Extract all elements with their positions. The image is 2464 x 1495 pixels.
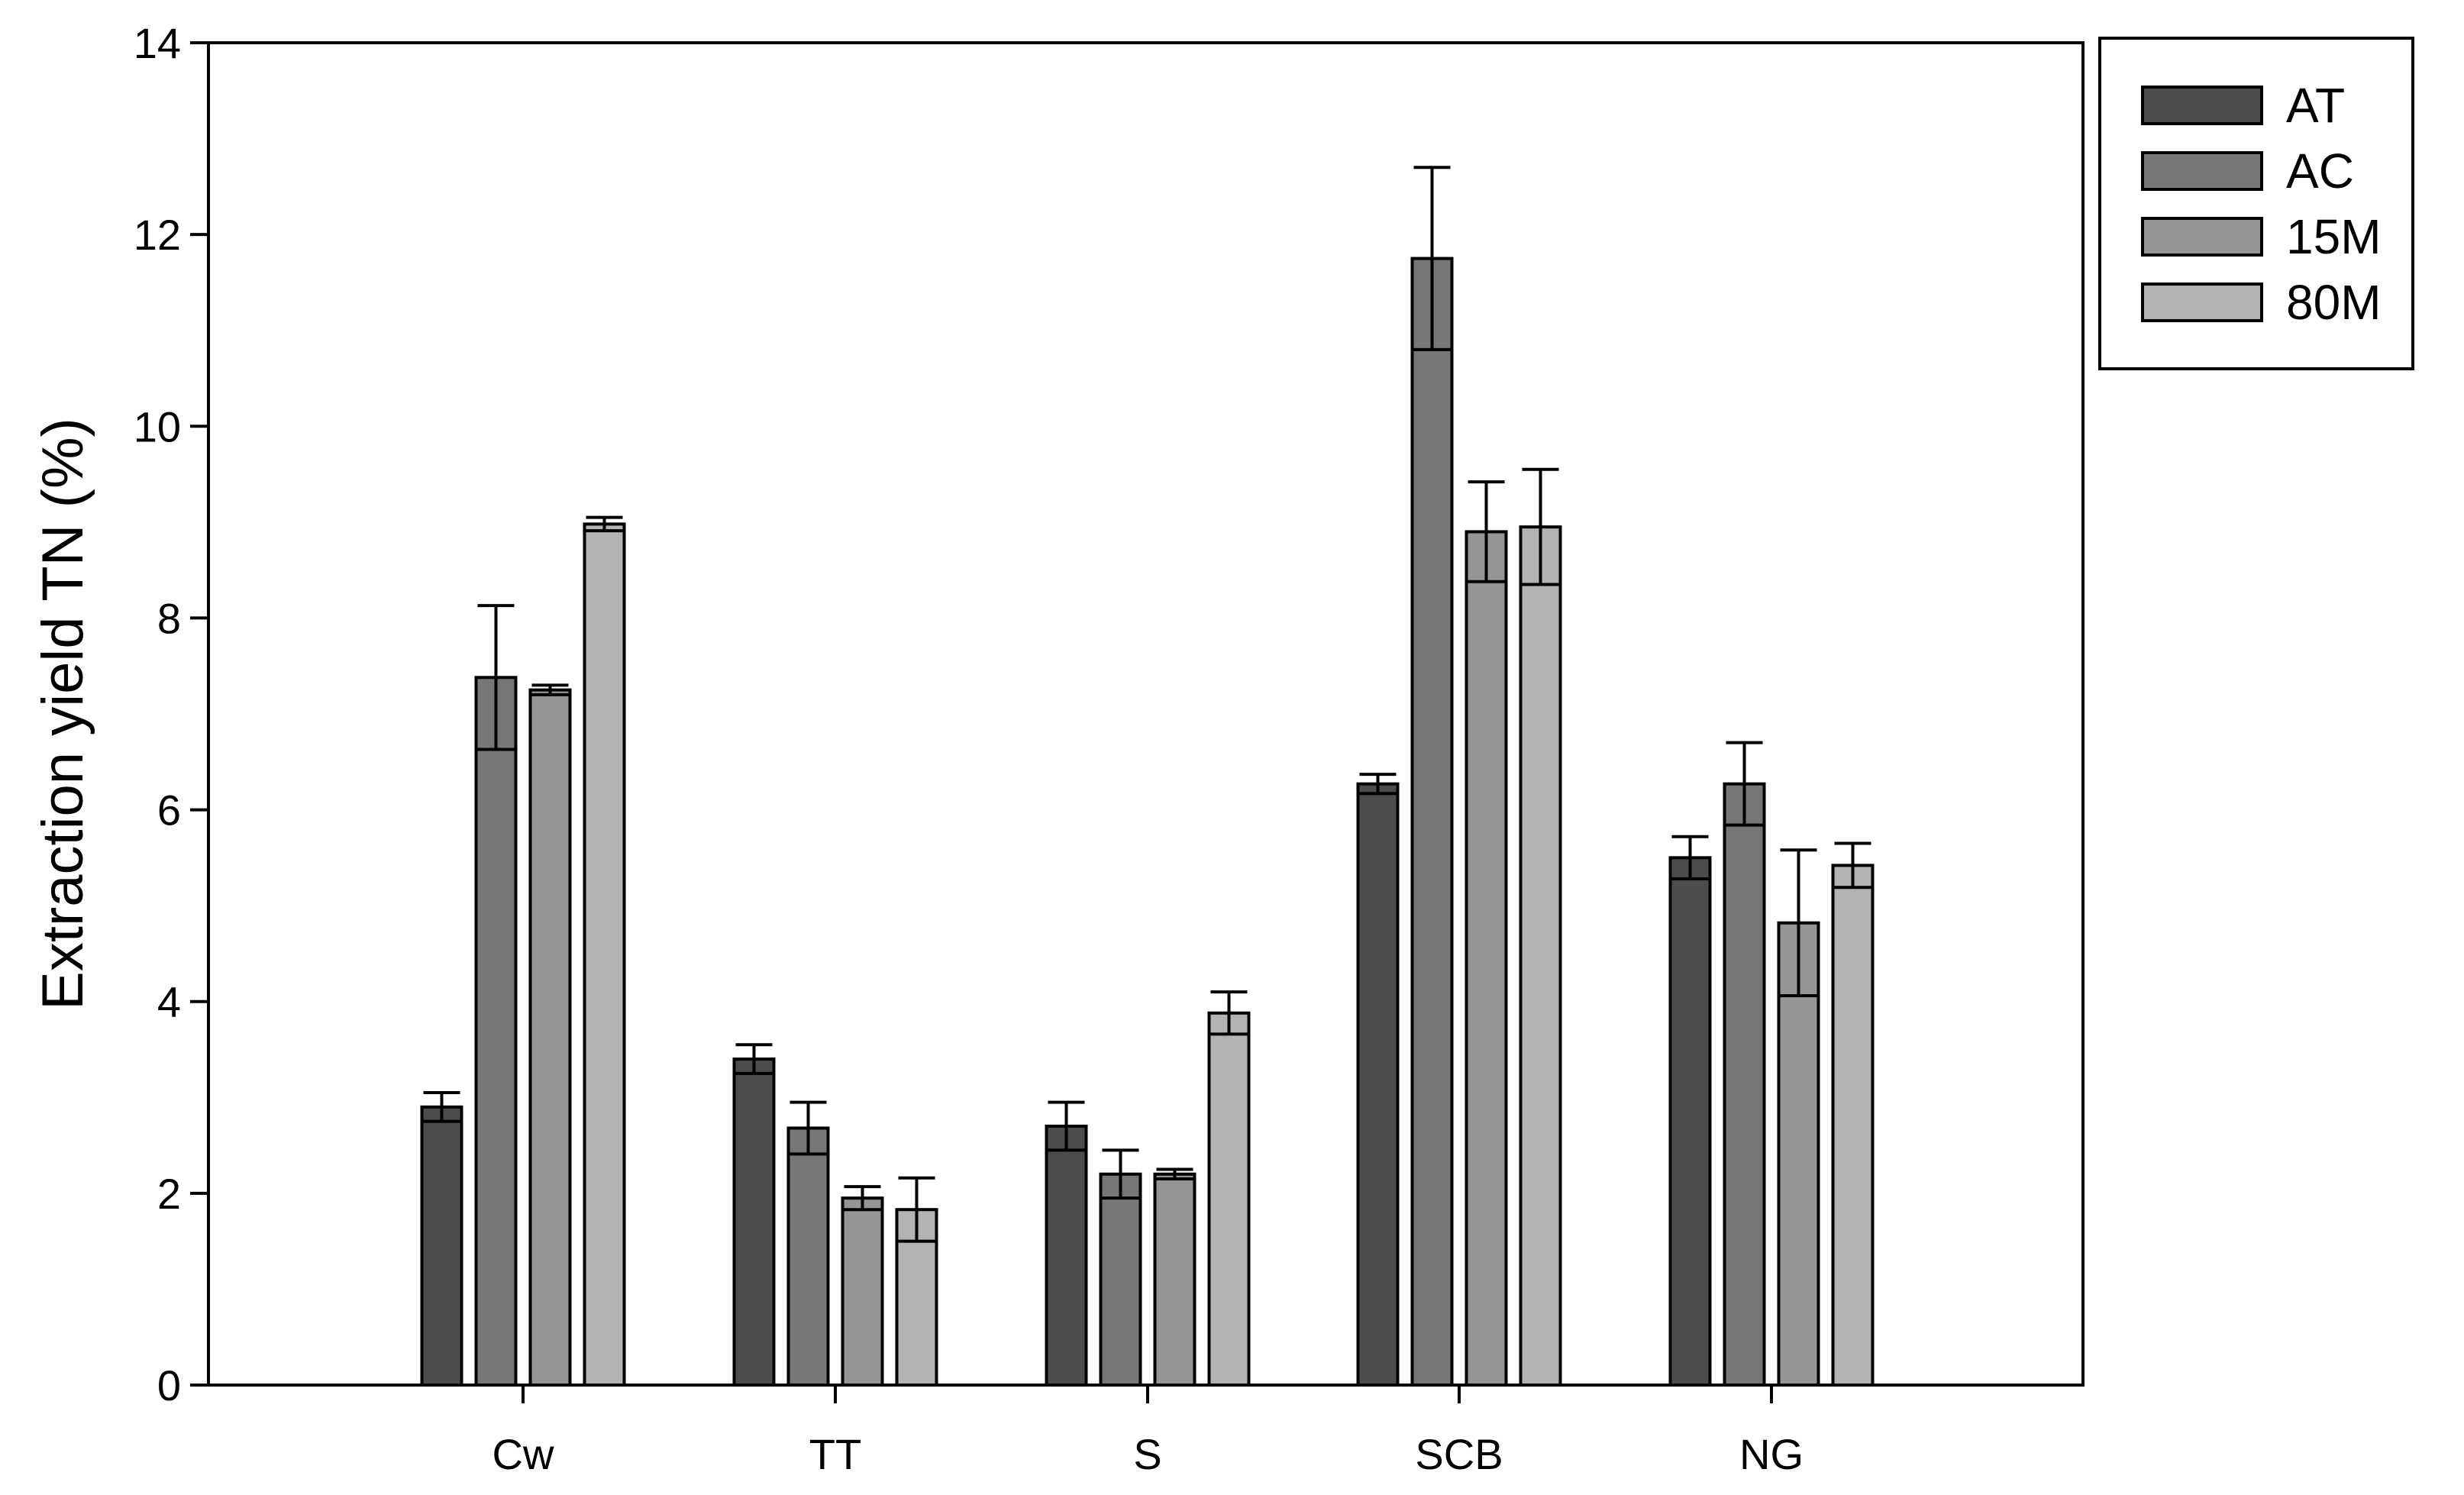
error-bar xyxy=(531,683,569,696)
bar xyxy=(841,1196,884,1387)
legend-swatch xyxy=(2141,86,2263,125)
error-bar xyxy=(1210,990,1248,1036)
error-bar xyxy=(477,604,515,751)
y-tick-label: 12 xyxy=(134,211,181,259)
y-tick-label: 8 xyxy=(157,594,181,642)
bar xyxy=(583,522,626,1387)
y-tick-label: 0 xyxy=(157,1361,181,1409)
bar xyxy=(1410,257,1454,1387)
error-bar xyxy=(1156,1167,1193,1181)
y-axis: 0 2 4 6 8 10 12 14 xyxy=(134,19,208,1409)
bar xyxy=(732,1057,776,1387)
legend-label: AC xyxy=(2286,144,2354,199)
bar xyxy=(528,688,572,1387)
error-bar xyxy=(844,1185,881,1212)
error-bar xyxy=(1726,741,1763,827)
error-bar xyxy=(1834,841,1871,890)
bar xyxy=(786,1126,830,1387)
bars-layer xyxy=(420,257,1875,1387)
bar xyxy=(1045,1124,1088,1387)
error-bar xyxy=(423,1091,460,1123)
bar xyxy=(1465,530,1508,1387)
legend: AT AC 15M 80M xyxy=(2098,37,2414,370)
x-axis: Cw TT S SCB NG xyxy=(492,1385,1804,1478)
x-tick-label: NG xyxy=(1739,1430,1804,1478)
legend-label: AT xyxy=(2286,78,2345,133)
bar xyxy=(1831,864,1875,1387)
error-bar xyxy=(1671,835,1709,880)
error-bar xyxy=(790,1100,827,1156)
y-tick-label: 4 xyxy=(157,978,181,1026)
legend-swatch xyxy=(2141,283,2263,322)
error-bar xyxy=(1780,848,1817,998)
bar xyxy=(1099,1172,1142,1387)
error-bar xyxy=(1468,480,1505,583)
x-tick-label: S xyxy=(1133,1430,1161,1478)
error-bar xyxy=(1048,1100,1085,1152)
bar xyxy=(1153,1172,1196,1387)
error-bar xyxy=(735,1043,773,1075)
error-bar xyxy=(1359,773,1397,796)
y-axis-title: Extraction yield TN (%) xyxy=(31,418,95,1010)
legend-label: 80M xyxy=(2286,275,2382,330)
legend-swatch xyxy=(2141,217,2263,257)
error-bar xyxy=(586,515,623,533)
x-tick-label: TT xyxy=(809,1430,861,1478)
x-tick-label: Cw xyxy=(492,1430,554,1478)
error-bar xyxy=(1522,467,1559,586)
error-bar xyxy=(898,1176,935,1243)
bar xyxy=(1519,525,1562,1387)
bar xyxy=(1668,856,1712,1387)
y-tick-label: 6 xyxy=(157,786,181,835)
bar xyxy=(474,676,518,1387)
y-tick-label: 2 xyxy=(157,1170,181,1218)
legend-swatch xyxy=(2141,151,2263,191)
bar xyxy=(1207,1011,1251,1387)
error-bar xyxy=(1102,1148,1139,1200)
error-bar xyxy=(1413,166,1451,351)
bar xyxy=(1356,782,1400,1387)
plot-area xyxy=(207,41,2085,1387)
y-tick-label: 10 xyxy=(134,402,181,450)
error-bars-layer xyxy=(423,166,1871,1243)
y-tick-label: 14 xyxy=(134,19,181,67)
x-tick-label: SCB xyxy=(1415,1430,1503,1478)
bar xyxy=(420,1105,463,1387)
bar xyxy=(1723,782,1766,1387)
legend-label: 15M xyxy=(2286,209,2382,264)
legend-items: AT AC 15M 80M xyxy=(2141,78,2382,330)
